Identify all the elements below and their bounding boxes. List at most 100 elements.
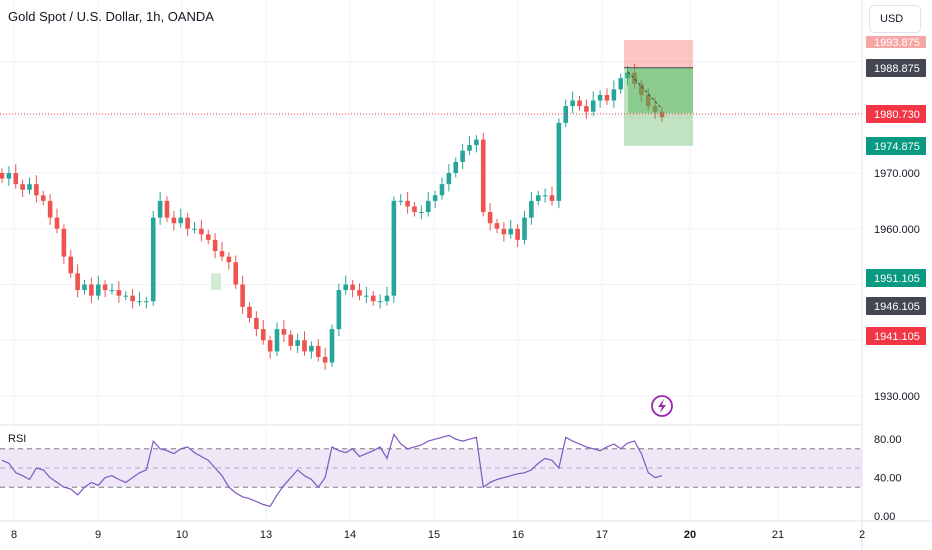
rsi-line (1, 433, 663, 508)
candle-body (0, 173, 5, 179)
time-tick-label: 21 (772, 529, 784, 541)
price-tag-label: 1946.105 (874, 301, 920, 313)
time-tick-label: 14 (344, 529, 356, 541)
rsi-pane (0, 433, 862, 508)
time-tick-label: 13 (260, 529, 272, 541)
candle-body (515, 228, 520, 240)
candle-body (535, 195, 541, 201)
candles-layer (0, 63, 665, 370)
candle-body (40, 195, 46, 201)
candle-body (254, 317, 259, 330)
candle-body (494, 223, 500, 229)
candle-body (109, 290, 115, 292)
candle-body (632, 72, 637, 84)
candle-body (398, 200, 404, 202)
candle-body (645, 94, 651, 107)
rsi-label[interactable]: RSI (8, 433, 27, 445)
price-tags: 1993.875 1988.875 1980.730 1974.875 1951.105… (866, 36, 926, 345)
candle-body (274, 329, 280, 352)
price-tag-bg (866, 327, 926, 345)
time-tick-label: 10 (176, 529, 188, 541)
highlight-marker (211, 273, 221, 291)
candle-body (260, 329, 266, 341)
time-axis[interactable]: 8 9 10 13 14 15 16 17 20 21 2 (11, 529, 865, 541)
candle-body (329, 329, 335, 363)
candle-body (370, 295, 376, 302)
time-tick-label: 9 (95, 529, 101, 541)
candle-body (315, 345, 321, 357)
candle-body (480, 139, 486, 213)
candle-body (150, 217, 156, 302)
symbol-title[interactable]: Gold Spot / U.S. Dollar, 1h, OANDA (8, 9, 214, 24)
candle-body (384, 295, 390, 302)
candle-body (590, 100, 596, 112)
price-tick-label: 1960.000 (874, 224, 920, 236)
candle-body (439, 184, 445, 196)
candle-body (171, 217, 177, 224)
candle-body (405, 200, 410, 207)
candle-body (54, 217, 60, 229)
candle-body (192, 228, 197, 230)
candle-body (288, 334, 294, 346)
price-tag-label: 1974.875 (874, 141, 920, 153)
currency-selector[interactable]: USD (869, 5, 921, 33)
target-zone (624, 67, 693, 146)
price-tick-label: 1970.000 (874, 168, 920, 180)
candle-body (82, 284, 87, 291)
price-tag-bg (866, 36, 926, 48)
candle-body (556, 122, 562, 201)
candle-body (205, 234, 211, 240)
candle-body (391, 200, 397, 296)
candle-body (34, 184, 39, 196)
candle-body (123, 295, 129, 297)
candle-body (364, 295, 369, 297)
candle-body (116, 290, 122, 296)
candle-body (233, 262, 239, 285)
currency-label: USD (880, 13, 904, 25)
candle-body (75, 273, 80, 291)
candle-body (47, 200, 53, 218)
candle-body (219, 251, 225, 257)
candle-body (522, 217, 527, 240)
price-tag-bg (866, 59, 926, 77)
candle-body (6, 173, 12, 179)
candle-body (343, 284, 349, 291)
candle-body (652, 106, 658, 112)
candle-body (611, 89, 617, 101)
price-tag-bg (866, 105, 926, 123)
candle-body (27, 184, 32, 190)
candle-body (295, 340, 300, 346)
candle-body (446, 173, 452, 185)
candle-body (199, 228, 204, 235)
price-tag-label: 1993.875 (874, 37, 920, 49)
candle-body (350, 284, 355, 291)
candle-body (137, 301, 142, 303)
candle-body (95, 284, 101, 296)
candle-body (487, 212, 493, 224)
candle-body (240, 284, 245, 307)
price-axis[interactable]: 1930.000 1960.000 1970.000 (874, 168, 920, 403)
candle-body (467, 145, 472, 151)
candle-body (130, 295, 135, 302)
candle-body (226, 256, 232, 263)
candle-body (474, 139, 479, 146)
price-tag-bg (866, 297, 926, 315)
candle-body (309, 345, 314, 352)
candle-body (604, 94, 610, 101)
lightning-icon[interactable] (651, 395, 673, 417)
time-tick-label: 20 (684, 529, 696, 541)
time-tick-label: 2 (859, 529, 865, 541)
long-position-tool[interactable] (624, 40, 693, 146)
candle-body (61, 228, 67, 257)
candle-body (563, 106, 569, 123)
candle-body (625, 72, 630, 79)
grid-lines (0, 0, 863, 521)
candle-body (164, 200, 170, 218)
candle-body (453, 161, 459, 173)
candle-body (157, 200, 163, 218)
rsi-axis: 80.00 40.00 0.00 (874, 434, 902, 523)
candle-body (68, 256, 74, 274)
time-tick-label: 8 (11, 529, 17, 541)
candle-body (20, 184, 25, 190)
